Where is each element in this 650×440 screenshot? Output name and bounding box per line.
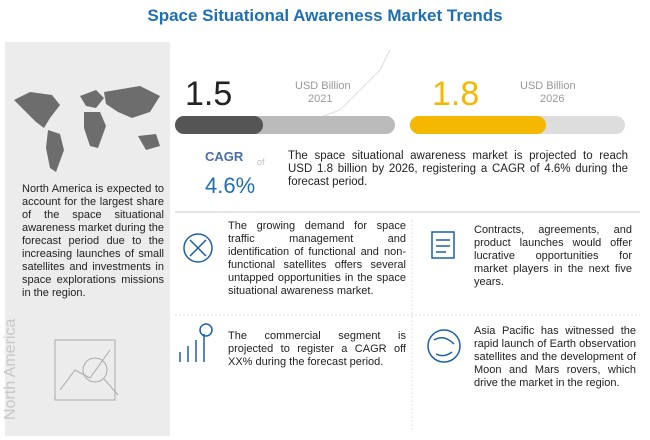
stat-unit: USD Billion bbox=[295, 80, 351, 92]
stat-value: 1.5 bbox=[185, 75, 233, 113]
bar-fill bbox=[410, 116, 546, 134]
stat-year: 2021 bbox=[308, 93, 333, 105]
cagr-connector: of bbox=[257, 157, 265, 167]
bar-fill bbox=[175, 116, 263, 134]
region-label: North America bbox=[2, 318, 19, 420]
cagr-label: CAGR bbox=[205, 149, 244, 164]
title: Space Situational Awareness Market Trend… bbox=[147, 6, 503, 25]
world-map bbox=[14, 86, 160, 172]
growth-icon bbox=[54, 339, 119, 401]
stat-value: 1.8 bbox=[432, 75, 480, 113]
insight: Contracts, agreements, and product launc… bbox=[474, 224, 632, 288]
cagr-value: 4.6% bbox=[205, 173, 256, 198]
summary: The space situational awareness market i… bbox=[288, 150, 628, 188]
insight: The commercial segment is projected to r… bbox=[228, 330, 406, 368]
stat-year: 2026 bbox=[540, 93, 565, 105]
icons bbox=[179, 231, 461, 363]
stat-unit: USD Billion bbox=[520, 80, 576, 92]
insight: The growing demand for space traffic man… bbox=[228, 220, 406, 297]
insight: Asia Pacific has witnessed the rapid lau… bbox=[474, 325, 636, 389]
left-text: North America is expected to account for… bbox=[22, 183, 164, 299]
